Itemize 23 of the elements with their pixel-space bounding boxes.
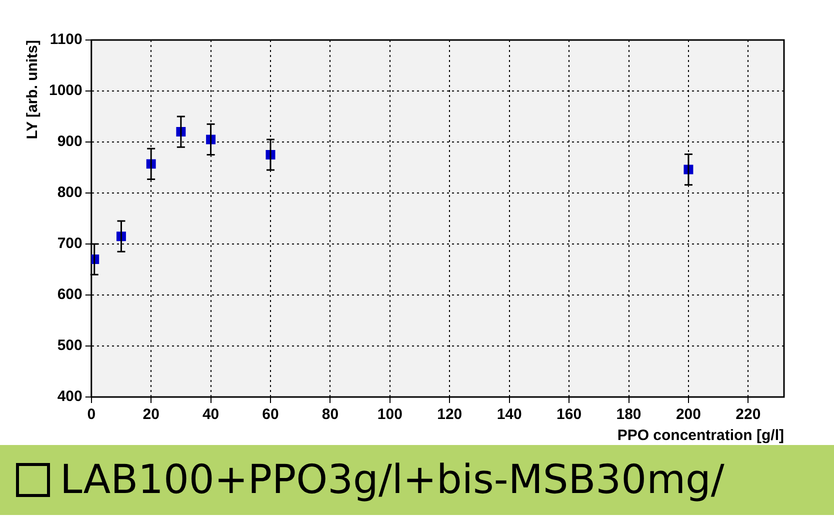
x-tick-label: 120: [437, 406, 462, 424]
x-tick-label: 0: [87, 406, 96, 424]
y-tick-label: 500: [57, 337, 82, 354]
x-tick-label: 100: [377, 406, 402, 424]
x-tick-label: 60: [262, 406, 279, 424]
x-axis-title: PPO concentration [g/l]: [617, 427, 784, 444]
y-tick-label: 1000: [48, 82, 82, 100]
x-tick-label: 180: [616, 406, 642, 424]
x-tick-label: 20: [142, 406, 160, 424]
y-tick-label: 600: [57, 286, 82, 304]
text: LAB100+PPO3g/l+bis-MSB30mg/: [60, 457, 724, 503]
x-tick-label: 140: [496, 406, 522, 424]
x-tick-label: 200: [676, 406, 701, 424]
x-tick-label: 40: [202, 406, 220, 424]
y-tick-label: 900: [57, 133, 82, 150]
y-axis-title: LY [arb. units]: [24, 40, 42, 140]
y-tick-label: 700: [57, 235, 82, 252]
x-tick-label: 220: [736, 406, 761, 424]
x-tick-label: 80: [322, 406, 339, 424]
y-tick-label: 400: [57, 388, 82, 406]
y-tick-label: 800: [57, 184, 82, 202]
y-tick-label: 1100: [50, 31, 82, 48]
x-tick-label: 160: [556, 406, 582, 424]
